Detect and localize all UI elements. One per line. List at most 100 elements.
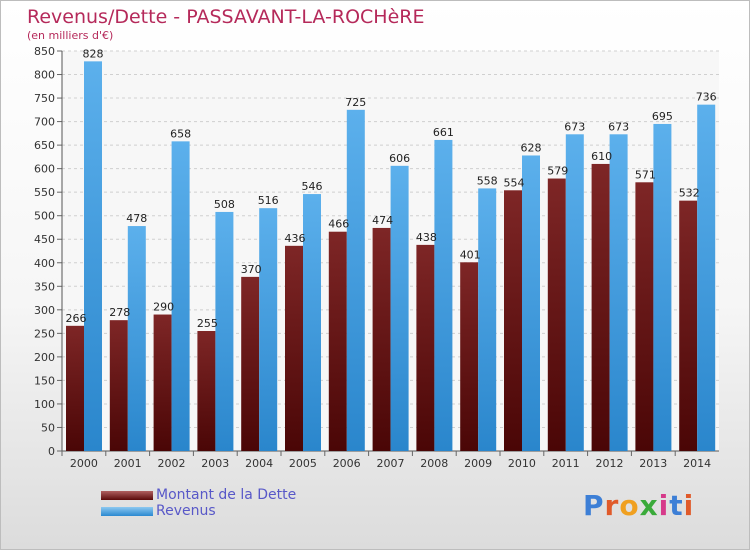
- data-label-dette: 532: [679, 187, 700, 200]
- bar-revenus: [171, 141, 190, 451]
- y-tick-label: 850: [34, 45, 55, 58]
- x-tick-label: 2012: [596, 457, 624, 470]
- x-tick-label: 2013: [639, 457, 667, 470]
- bar-dette: [241, 276, 260, 451]
- chart-title: Revenus/Dette - PASSAVANT-LA-ROCHèRE: [27, 6, 425, 28]
- data-label-dette: 571: [635, 168, 656, 181]
- y-tick-label: 450: [34, 233, 55, 246]
- y-tick-label: 300: [34, 304, 55, 317]
- logo-letter: r: [604, 489, 620, 522]
- logo-letter: i: [658, 489, 670, 522]
- y-tick-label: 150: [34, 374, 55, 387]
- data-label-dette: 474: [372, 214, 393, 227]
- bar-revenus: [609, 134, 628, 451]
- proxiti-logo: Proxiti: [583, 489, 694, 522]
- bar-dette: [679, 200, 698, 451]
- data-label-revenus: 546: [302, 180, 323, 193]
- bar-revenus: [346, 109, 365, 451]
- logo-letter: P: [583, 489, 605, 522]
- data-label-revenus: 628: [521, 141, 542, 154]
- data-label-dette: 266: [66, 312, 87, 325]
- data-label-revenus: 478: [126, 212, 147, 225]
- legend-label-dette: Montant de la Dette: [156, 487, 297, 503]
- bar-revenus: [215, 211, 234, 451]
- data-label-dette: 278: [109, 306, 130, 319]
- data-label-dette: 436: [285, 232, 306, 245]
- bar-dette: [66, 325, 84, 451]
- data-label-dette: 401: [460, 248, 481, 261]
- data-label-revenus: 695: [652, 110, 673, 123]
- bar-dette: [153, 314, 172, 451]
- data-label-dette: 579: [547, 165, 568, 178]
- data-label-revenus: 736: [696, 91, 717, 104]
- bar-dette: [109, 320, 128, 451]
- x-tick-label: 2003: [201, 457, 229, 470]
- x-tick-label: 2005: [289, 457, 317, 470]
- chart-subtitle: (en milliers d'€): [27, 29, 114, 42]
- y-tick-label: 250: [34, 327, 55, 340]
- bar-dette: [285, 245, 303, 451]
- bar-revenus: [478, 188, 497, 452]
- logo-letter: t: [669, 489, 684, 522]
- x-tick-label: 2011: [552, 457, 580, 470]
- bar-dette: [372, 227, 391, 451]
- data-label-revenus: 606: [389, 152, 410, 165]
- x-tick-label: 2002: [158, 457, 186, 470]
- data-label-revenus: 516: [258, 194, 279, 207]
- data-label-dette: 610: [591, 150, 612, 163]
- x-tick-label: 2008: [420, 457, 448, 470]
- data-label-dette: 370: [241, 263, 262, 276]
- bar-dette: [197, 331, 216, 451]
- bar-dette: [328, 231, 347, 451]
- x-tick-label: 2010: [508, 457, 536, 470]
- y-tick-label: 650: [34, 139, 55, 152]
- bar-revenus: [259, 208, 278, 451]
- x-tick-label: 2007: [377, 457, 405, 470]
- y-tick-label: 350: [34, 280, 55, 293]
- legend-swatch-dette: [101, 491, 153, 500]
- logo-letter: o: [619, 489, 640, 522]
- data-label-revenus: 661: [433, 126, 454, 139]
- x-tick-label: 2004: [245, 457, 273, 470]
- bar-dette: [547, 178, 566, 451]
- bar-revenus: [434, 139, 453, 452]
- bar-revenus: [390, 165, 409, 451]
- y-tick-label: 550: [34, 186, 55, 199]
- bar-revenus: [565, 134, 584, 451]
- bar-revenus: [127, 226, 146, 451]
- legend-label-revenus: Revenus: [156, 503, 216, 519]
- bar-revenus: [84, 61, 102, 452]
- bar-dette: [591, 163, 610, 452]
- data-label-dette: 554: [504, 176, 525, 189]
- data-label-dette: 438: [416, 231, 437, 244]
- data-label-dette: 290: [153, 301, 174, 314]
- bar-dette: [635, 182, 654, 451]
- y-tick-label: 800: [34, 69, 55, 82]
- data-label-revenus: 673: [564, 120, 585, 133]
- bar-revenus: [303, 194, 321, 451]
- data-label-dette: 466: [328, 218, 349, 231]
- y-tick-label: 750: [34, 92, 55, 105]
- bar-dette: [416, 244, 435, 451]
- logo-letter: i: [683, 489, 695, 522]
- bar-revenus: [522, 155, 540, 451]
- data-label-dette: 255: [197, 317, 218, 330]
- x-tick-label: 2001: [114, 457, 142, 470]
- x-tick-label: 2009: [464, 457, 492, 470]
- data-label-revenus: 828: [83, 47, 104, 60]
- y-tick-label: 100: [34, 398, 55, 411]
- data-label-revenus: 558: [477, 174, 498, 187]
- x-tick-label: 2006: [333, 457, 361, 470]
- y-tick-label: 600: [34, 163, 55, 176]
- x-tick-label: 2000: [70, 457, 98, 470]
- y-tick-label: 700: [34, 116, 55, 129]
- y-tick-label: 50: [41, 421, 55, 434]
- y-tick-label: 0: [48, 445, 55, 458]
- bar-dette: [460, 262, 479, 451]
- logo-letter: x: [639, 489, 659, 522]
- data-label-revenus: 508: [214, 198, 235, 211]
- y-tick-label: 400: [34, 257, 55, 270]
- bar-dette: [504, 190, 522, 451]
